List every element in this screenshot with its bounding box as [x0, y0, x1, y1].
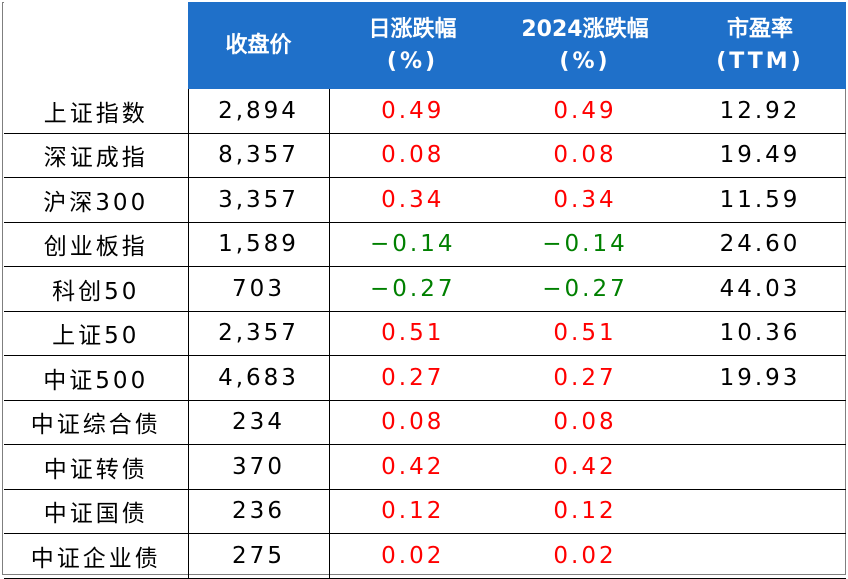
table-row: 中证企业债 275 0.02 0.02	[4, 533, 846, 579]
pe-ttm-cell: 24.60	[674, 222, 846, 267]
pe-ttm-cell	[674, 400, 846, 445]
table-row: 创业板指 1,589 −0.14 −0.14 24.60	[4, 222, 846, 267]
table-row: 上证50 2,357 0.51 0.51 10.36	[4, 311, 846, 356]
index-name-cell: 中证企业债	[4, 533, 189, 579]
table-row: 深证成指 8,357 0.08 0.08 19.49	[4, 133, 846, 178]
index-name-cell: 上证指数	[4, 89, 189, 134]
header-pe: 市盈率 (TTM)	[674, 2, 846, 89]
index-name-cell: 中证500	[4, 355, 189, 401]
pe-ttm-cell	[674, 533, 846, 579]
header-corner	[4, 2, 188, 89]
close-price-cell: 370	[188, 444, 330, 490]
ytd-change-cell: 0.08	[496, 133, 674, 178]
close-price-cell: 236	[188, 489, 330, 534]
table-row: 中证500 4,683 0.27 0.27 19.93	[4, 355, 846, 401]
pe-ttm-cell	[674, 444, 846, 490]
table-row: 中证综合债 234 0.08 0.08	[4, 400, 846, 445]
market-index-table: 收盘价 日涨跌幅 (%) 2024涨跌幅 (%) 市盈率 (TTM) 上证指数 2…	[4, 2, 846, 579]
close-price-cell: 275	[188, 533, 330, 579]
header-ytd-change: 2024涨跌幅 (%)	[496, 2, 674, 89]
index-name-cell: 深证成指	[4, 133, 189, 178]
ytd-change-cell: −0.27	[496, 266, 674, 312]
ytd-change-cell: 0.08	[496, 400, 674, 445]
index-name-cell: 创业板指	[4, 222, 189, 267]
pe-ttm-cell: 44.03	[674, 266, 846, 312]
close-price-cell: 4,683	[188, 355, 330, 401]
close-price-cell: 703	[188, 266, 330, 312]
daily-change-cell: −0.14	[329, 222, 496, 267]
table-row: 中证国债 236 0.12 0.12	[4, 489, 846, 534]
pe-ttm-cell: 19.49	[674, 133, 846, 178]
ytd-change-cell: 0.12	[496, 489, 674, 534]
pe-ttm-cell: 10.36	[674, 311, 846, 356]
index-name-cell: 上证50	[4, 311, 189, 356]
daily-change-cell: 0.08	[329, 133, 496, 178]
daily-change-cell: 0.08	[329, 400, 496, 445]
ytd-change-cell: 0.49	[496, 89, 674, 134]
close-price-cell: 3,357	[188, 177, 330, 223]
ytd-change-cell: 0.51	[496, 311, 674, 356]
table-row: 中证转债 370 0.42 0.42	[4, 444, 846, 490]
pe-ttm-cell: 12.92	[674, 89, 846, 134]
index-name-cell: 中证国债	[4, 489, 189, 534]
index-name-cell: 沪深300	[4, 177, 189, 223]
index-name-cell: 中证转债	[4, 444, 189, 490]
daily-change-cell: 0.49	[329, 89, 496, 134]
daily-change-cell: 0.34	[329, 177, 496, 223]
table-row: 科创50 703 −0.27 −0.27 44.03	[4, 266, 846, 312]
header-daily-change: 日涨跌幅 (%)	[329, 2, 496, 89]
pe-ttm-cell: 19.93	[674, 355, 846, 401]
close-price-cell: 1,589	[188, 222, 330, 267]
close-price-cell: 2,894	[188, 89, 330, 134]
index-name-cell: 中证综合债	[4, 400, 189, 445]
header-close: 收盘价	[188, 2, 329, 89]
close-price-cell: 8,357	[188, 133, 330, 178]
table-row: 沪深300 3,357 0.34 0.34 11.59	[4, 177, 846, 223]
close-price-cell: 2,357	[188, 311, 330, 356]
daily-change-cell: 0.42	[329, 444, 496, 490]
ytd-change-cell: −0.14	[496, 222, 674, 267]
daily-change-cell: −0.27	[329, 266, 496, 312]
index-name-cell: 科创50	[4, 266, 189, 312]
pe-ttm-cell	[674, 489, 846, 534]
ytd-change-cell: 0.02	[496, 533, 674, 579]
daily-change-cell: 0.51	[329, 311, 496, 356]
table-row: 上证指数 2,894 0.49 0.49 12.92	[4, 89, 846, 134]
table-body: 上证指数 2,894 0.49 0.49 12.92 深证成指 8,357 0.08 0.08 1…	[4, 89, 846, 579]
daily-change-cell: 0.27	[329, 355, 496, 401]
ytd-change-cell: 0.27	[496, 355, 674, 401]
close-price-cell: 234	[188, 400, 330, 445]
ytd-change-cell: 0.42	[496, 444, 674, 490]
daily-change-cell: 0.02	[329, 533, 496, 579]
daily-change-cell: 0.12	[329, 489, 496, 534]
ytd-change-cell: 0.34	[496, 177, 674, 223]
table-header: 收盘价 日涨跌幅 (%) 2024涨跌幅 (%) 市盈率 (TTM)	[4, 2, 846, 89]
pe-ttm-cell: 11.59	[674, 177, 846, 223]
